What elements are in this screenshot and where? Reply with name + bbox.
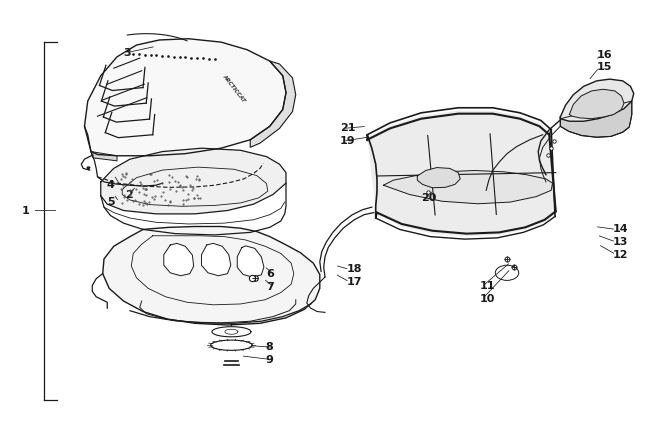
Polygon shape <box>237 246 264 277</box>
Text: 14: 14 <box>613 224 629 234</box>
Polygon shape <box>211 340 252 350</box>
Text: 2: 2 <box>125 189 133 200</box>
Polygon shape <box>91 152 117 161</box>
Text: 13: 13 <box>613 237 629 247</box>
Text: 16: 16 <box>597 50 612 60</box>
Text: 1: 1 <box>22 205 30 216</box>
Polygon shape <box>103 226 320 325</box>
Text: 19: 19 <box>340 136 356 146</box>
Polygon shape <box>560 101 632 137</box>
Text: 18: 18 <box>346 264 362 274</box>
Polygon shape <box>560 79 634 121</box>
Text: 17: 17 <box>346 277 362 287</box>
Text: 3: 3 <box>123 48 131 58</box>
Text: 11: 11 <box>480 281 495 291</box>
Polygon shape <box>250 61 296 147</box>
Text: 10: 10 <box>480 294 495 304</box>
Polygon shape <box>84 39 286 156</box>
Text: 4: 4 <box>107 180 114 190</box>
Polygon shape <box>101 148 286 214</box>
Polygon shape <box>164 243 194 276</box>
Text: 8: 8 <box>266 342 274 352</box>
Polygon shape <box>367 111 556 237</box>
Polygon shape <box>384 171 552 204</box>
Polygon shape <box>212 327 251 337</box>
Text: 6: 6 <box>266 269 274 280</box>
Text: 20: 20 <box>421 193 437 203</box>
Text: 15: 15 <box>597 62 612 72</box>
Text: 12: 12 <box>613 250 629 260</box>
Text: 9: 9 <box>266 355 274 365</box>
Text: ARCTICCAT: ARCTICCAT <box>222 74 246 103</box>
Text: 21: 21 <box>340 123 356 133</box>
Polygon shape <box>569 89 624 119</box>
Text: 7: 7 <box>266 282 274 292</box>
Polygon shape <box>202 243 231 276</box>
Text: 5: 5 <box>107 197 114 207</box>
Polygon shape <box>417 168 460 188</box>
